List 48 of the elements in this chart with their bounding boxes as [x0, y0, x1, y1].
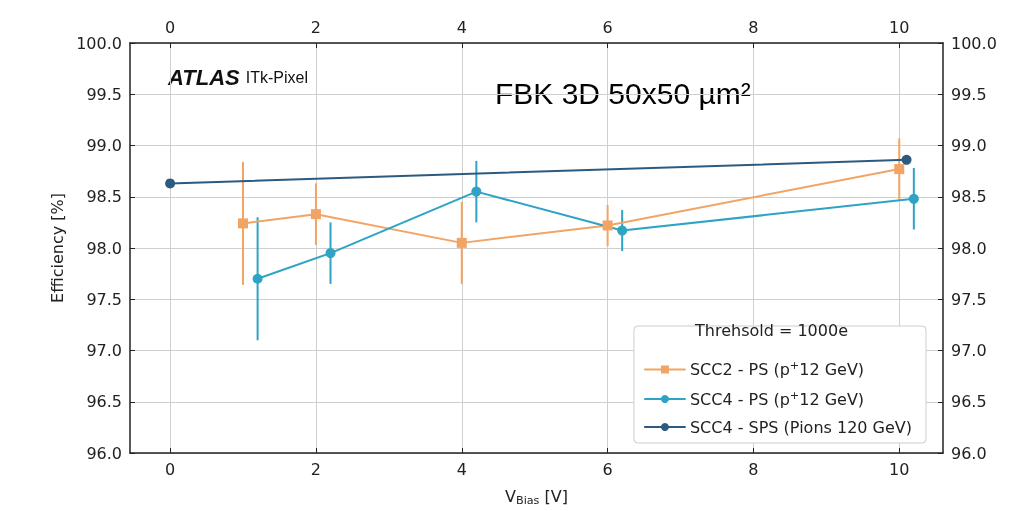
y-tick-label: 99.5 [86, 84, 122, 104]
x-tick-label: 10 [889, 459, 910, 479]
y2-tick-label: 100.0 [951, 33, 997, 53]
legend-label: SCC2 - PS (p+12 GeV) [689, 359, 865, 379]
y2-tick-label: 97.0 [951, 341, 987, 360]
point [325, 248, 336, 259]
x-tick-label: 4 [456, 459, 467, 479]
x2-tick-label: 4 [456, 17, 467, 37]
y2-tick-label: 98.0 [951, 238, 987, 258]
point [617, 225, 628, 236]
y2-tick-label: 96.5 [951, 392, 987, 412]
x-tick-label: 6 [602, 459, 613, 479]
x2-tick-label: 6 [602, 17, 613, 37]
point [901, 154, 912, 165]
x2-tick-label: 2 [310, 17, 322, 37]
y-tick-label: 98.0 [86, 238, 122, 258]
x-tick-label: 0 [165, 459, 176, 479]
y-tick-label: 96.0 [86, 443, 122, 463]
point [310, 209, 321, 220]
point [908, 193, 919, 204]
y2-tick-label: 98.5 [951, 187, 987, 207]
point [894, 164, 905, 175]
y-axis-title: Efficiency [%] [47, 193, 67, 303]
y-tick-label: 97.0 [86, 341, 122, 360]
x2-tick-label: 0 [165, 17, 176, 37]
x-tick-label: 8 [748, 459, 759, 479]
annotation: ATLAS ITk-Pixel [167, 64, 309, 90]
y2-tick-label: 96.0 [951, 443, 987, 463]
point [602, 220, 613, 231]
y-tick-label: 99.0 [86, 136, 122, 155]
point [456, 237, 467, 248]
y-tick-label: 96.5 [86, 392, 122, 412]
y-tick-label: 97.5 [86, 289, 122, 309]
x2-tick-label: 10 [889, 17, 910, 37]
y-tick-label: 100.0 [76, 33, 122, 53]
y2-tick-label: 99.5 [951, 84, 987, 104]
x-tick-label: 2 [310, 459, 322, 479]
point [471, 186, 482, 197]
x2-tick-label: 8 [748, 17, 759, 37]
point [252, 273, 263, 284]
y2-tick-label: 99.0 [951, 136, 987, 155]
y2-tick-label: 97.5 [951, 289, 987, 309]
legend-label: SCC4 - PS (p+12 GeV) [689, 388, 865, 409]
legend-title: Threhsold = 1000e [694, 320, 849, 340]
point [165, 178, 176, 189]
y-tick-label: 98.5 [86, 187, 122, 207]
legend-label: SCC4 - SPS (Pions 120 GeV) [689, 417, 912, 437]
point [238, 218, 249, 229]
